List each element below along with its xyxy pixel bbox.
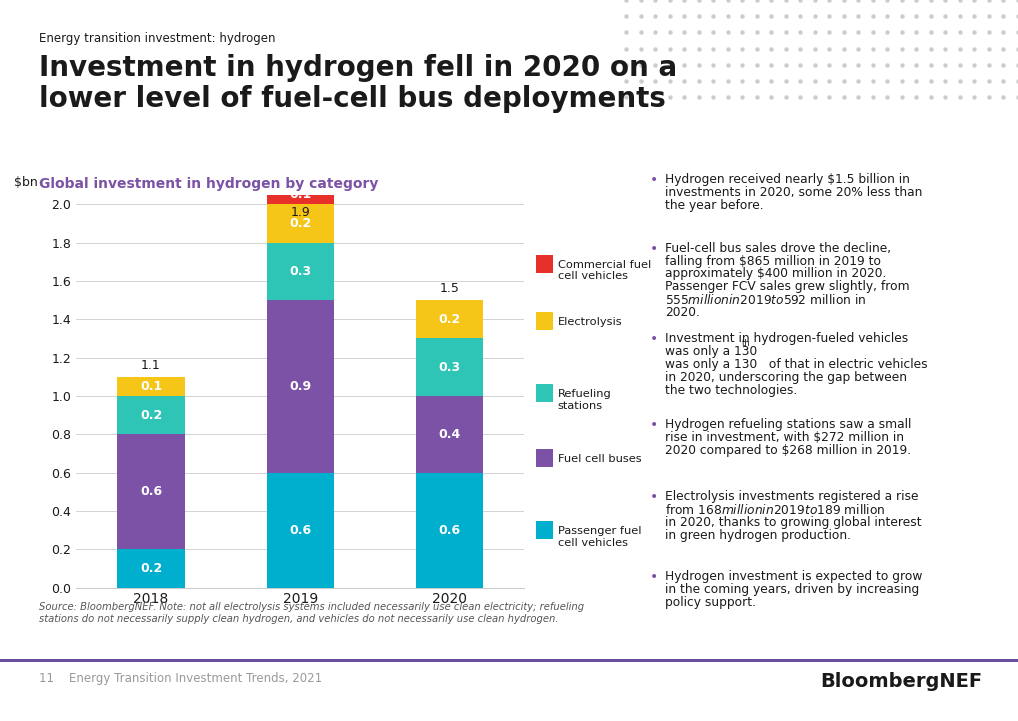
Text: Electrolysis investments registered a rise: Electrolysis investments registered a ri… bbox=[665, 490, 918, 503]
Text: was only a 130   of that in electric vehicles: was only a 130 of that in electric vehic… bbox=[665, 358, 927, 371]
Text: 1.1: 1.1 bbox=[142, 359, 161, 372]
Text: rise in investment, with $272 million in: rise in investment, with $272 million in bbox=[665, 431, 904, 444]
Bar bbox=[267, 185, 334, 204]
Text: Energy transition investment: hydrogen: Energy transition investment: hydrogen bbox=[39, 32, 275, 45]
Text: 0.2: 0.2 bbox=[289, 217, 312, 230]
Text: 0.1: 0.1 bbox=[289, 188, 312, 201]
Text: in 2020, thanks to growing global interest: in 2020, thanks to growing global intere… bbox=[665, 516, 921, 529]
Text: Hydrogen refueling stations saw a small: Hydrogen refueling stations saw a small bbox=[665, 418, 911, 431]
Text: •: • bbox=[649, 570, 658, 583]
Text: •: • bbox=[649, 173, 658, 187]
Text: 1.9: 1.9 bbox=[290, 205, 310, 218]
Bar bbox=[267, 300, 334, 472]
Bar bbox=[117, 396, 184, 434]
Bar bbox=[117, 549, 184, 588]
Text: $bn: $bn bbox=[13, 176, 38, 189]
Text: 2020 compared to $268 million in 2019.: 2020 compared to $268 million in 2019. bbox=[665, 444, 911, 457]
Text: 0.2: 0.2 bbox=[139, 409, 162, 422]
Text: policy support.: policy support. bbox=[665, 596, 755, 609]
Text: th: th bbox=[742, 339, 750, 348]
Text: Hydrogen received nearly $1.5 billion in: Hydrogen received nearly $1.5 billion in bbox=[665, 173, 910, 186]
Text: in 2020, underscoring the gap between: in 2020, underscoring the gap between bbox=[665, 371, 907, 384]
Bar bbox=[416, 300, 484, 338]
Text: 0.2: 0.2 bbox=[439, 313, 461, 326]
Text: Passenger FCV sales grew slightly, from: Passenger FCV sales grew slightly, from bbox=[665, 280, 909, 293]
Text: Hydrogen investment is expected to grow: Hydrogen investment is expected to grow bbox=[665, 570, 922, 583]
Text: Source: BloombergNEF. Note: not all electrolysis systems included necessarily us: Source: BloombergNEF. Note: not all elec… bbox=[39, 602, 583, 624]
Text: investments in 2020, some 20% less than: investments in 2020, some 20% less than bbox=[665, 186, 922, 199]
Bar bbox=[117, 434, 184, 549]
Bar bbox=[117, 377, 184, 396]
Text: the two technologies.: the two technologies. bbox=[665, 384, 797, 397]
Text: 11    Energy Transition Investment Trends, 2021: 11 Energy Transition Investment Trends, … bbox=[39, 672, 322, 685]
Text: 0.2: 0.2 bbox=[139, 562, 162, 575]
Text: the year before.: the year before. bbox=[665, 199, 764, 212]
Text: approximately $400 million in 2020.: approximately $400 million in 2020. bbox=[665, 267, 886, 280]
Text: 0.6: 0.6 bbox=[139, 485, 162, 498]
Text: •: • bbox=[649, 418, 658, 432]
Text: Investment in hydrogen fell in 2020 on a
lower level of fuel-cell bus deployment: Investment in hydrogen fell in 2020 on a… bbox=[39, 54, 677, 113]
Text: in the coming years, driven by increasing: in the coming years, driven by increasin… bbox=[665, 583, 919, 596]
Text: $555 million in 2019 to $592 million in: $555 million in 2019 to $592 million in bbox=[665, 293, 866, 307]
Text: •: • bbox=[649, 242, 658, 255]
Bar bbox=[416, 472, 484, 588]
Text: 0.3: 0.3 bbox=[289, 265, 312, 278]
Text: •: • bbox=[649, 490, 658, 504]
Text: was only a 130: was only a 130 bbox=[665, 345, 757, 358]
Text: Commercial fuel
cell vehicles: Commercial fuel cell vehicles bbox=[558, 260, 652, 280]
Text: Refueling
stations: Refueling stations bbox=[558, 389, 612, 410]
Text: Passenger fuel
cell vehicles: Passenger fuel cell vehicles bbox=[558, 526, 641, 547]
Text: Fuel-cell bus sales drove the decline,: Fuel-cell bus sales drove the decline, bbox=[665, 242, 891, 255]
Bar bbox=[267, 472, 334, 588]
Text: 0.6: 0.6 bbox=[289, 523, 312, 536]
Text: in green hydrogen production.: in green hydrogen production. bbox=[665, 529, 851, 542]
Bar bbox=[267, 204, 334, 242]
Text: BloombergNEF: BloombergNEF bbox=[821, 672, 982, 691]
Text: 2020.: 2020. bbox=[665, 306, 699, 319]
Text: •: • bbox=[649, 332, 658, 345]
Text: from $168 million in 2019 to $189 million: from $168 million in 2019 to $189 millio… bbox=[665, 503, 886, 517]
Text: Global investment in hydrogen by category: Global investment in hydrogen by categor… bbox=[39, 177, 378, 190]
Text: falling from $865 million in 2019 to: falling from $865 million in 2019 to bbox=[665, 255, 881, 267]
Text: 0.3: 0.3 bbox=[439, 360, 461, 373]
Text: 0.4: 0.4 bbox=[439, 428, 461, 441]
Text: Investment in hydrogen-fueled vehicles: Investment in hydrogen-fueled vehicles bbox=[665, 332, 908, 345]
Bar bbox=[416, 338, 484, 396]
Text: 0.1: 0.1 bbox=[139, 380, 162, 393]
Text: 0.6: 0.6 bbox=[439, 523, 461, 536]
Bar bbox=[267, 242, 334, 300]
Text: 1.5: 1.5 bbox=[440, 283, 459, 296]
Bar bbox=[416, 396, 484, 472]
Text: 0.9: 0.9 bbox=[289, 380, 312, 393]
Text: Electrolysis: Electrolysis bbox=[558, 317, 622, 327]
Text: Fuel cell buses: Fuel cell buses bbox=[558, 454, 641, 464]
